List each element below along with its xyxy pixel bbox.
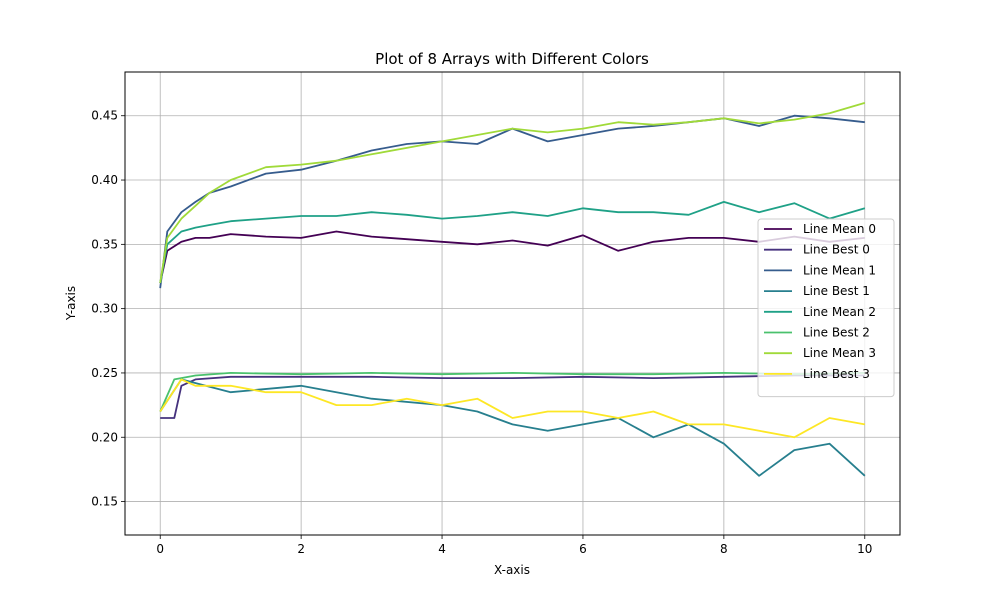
legend-label: Line Best 2 (803, 326, 870, 340)
x-tick-label: 0 (156, 542, 164, 556)
x-tick-label: 4 (438, 542, 446, 556)
legend-label: Line Mean 3 (803, 346, 876, 360)
y-axis-title: Y-axis (64, 286, 78, 321)
y-tick-label: 0.15 (91, 495, 118, 509)
x-tick-label: 2 (297, 542, 305, 556)
legend-label: Line Mean 2 (803, 305, 876, 319)
series-line-7 (159, 378, 865, 439)
x-tick-label: 6 (579, 542, 587, 556)
chart-title: Plot of 8 Arrays with Different Colors (375, 50, 649, 68)
legend-label: Line Mean 1 (803, 263, 876, 277)
series-line-4 (159, 200, 866, 284)
series-line-1 (160, 374, 865, 419)
series-line-5 (159, 371, 865, 412)
y-tick-label: 0.20 (91, 430, 118, 444)
y-tick-label: 0.30 (91, 302, 118, 316)
axis-ticks: 0 2 4 6 8 10 0.15 0.20 0.25 0.30 0.35 0.40 0.45 (91, 109, 872, 556)
legend-box (757, 218, 895, 398)
y-tick-label: 0.40 (91, 173, 118, 187)
legend: Line Mean 0 Line Best 0 Line Mean 1 Line Be… (757, 218, 895, 398)
x-axis-title: X-axis (494, 563, 530, 577)
plot-area-frame (124, 71, 901, 536)
series-line-0 (159, 230, 865, 284)
x-tick-label: 10 (857, 542, 872, 556)
legend-label: Line Mean 0 (803, 222, 876, 236)
series-line-6 (159, 102, 866, 284)
y-tick-label: 0.45 (91, 109, 118, 123)
x-tick-label: 8 (720, 542, 728, 556)
series-lines (159, 102, 866, 477)
y-tick-label: 0.35 (91, 237, 118, 251)
series-line-3 (159, 378, 866, 477)
legend-label: Line Best 3 (803, 367, 870, 381)
legend-label: Line Best 1 (803, 284, 870, 298)
y-tick-label: 0.25 (91, 366, 118, 380)
legend-label: Line Best 0 (803, 243, 870, 257)
